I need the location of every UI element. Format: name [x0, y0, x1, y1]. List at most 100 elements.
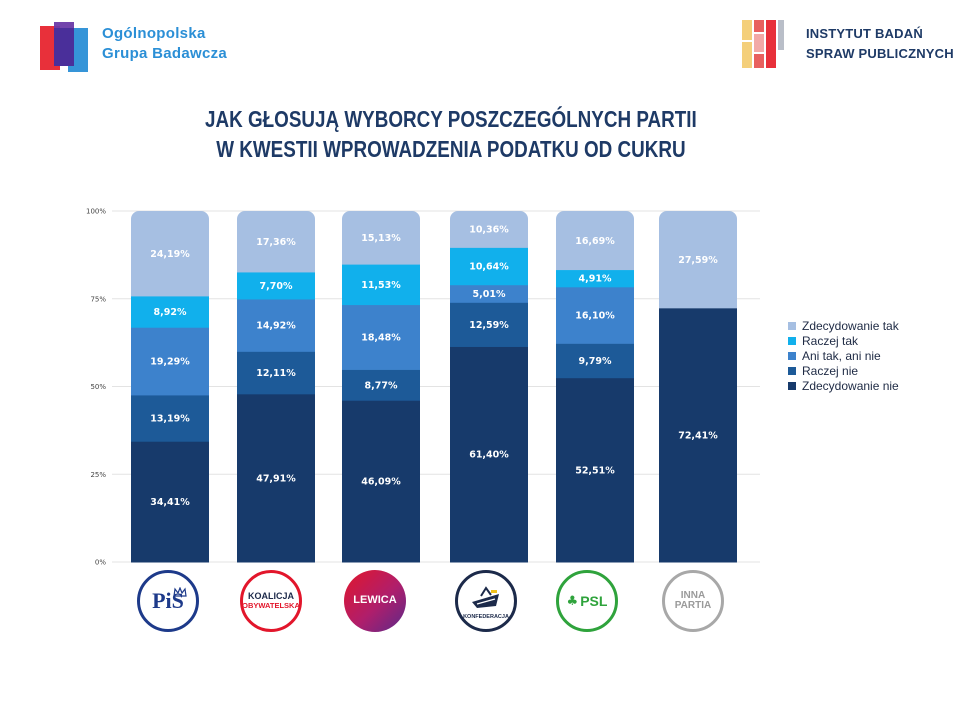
legend-item: Zdecydowanie tak	[788, 318, 899, 333]
bar-segment	[450, 346, 528, 563]
legend-item: Raczej nie	[788, 363, 899, 378]
legend-label: Raczej nie	[802, 363, 859, 378]
data-label: 12,11%	[256, 368, 296, 379]
party-logo-ko-line1: KOALICJA	[247, 591, 294, 602]
legend-item: Zdecydowanie nie	[788, 378, 899, 393]
bar-segment	[237, 271, 315, 300]
data-label: 15,13%	[361, 233, 401, 244]
legend-swatch	[788, 336, 796, 345]
party-logo-psl: ♣ PSL	[556, 570, 618, 632]
chart-title-line2: W KWESTII WPROWADZENIA PODATKU OD CUKRU	[216, 136, 686, 162]
bar-segment	[450, 284, 528, 303]
bar-segment	[556, 343, 634, 379]
data-label: 7,70%	[260, 281, 293, 292]
y-tick-label: 25%	[90, 471, 106, 479]
legend-swatch	[788, 366, 796, 375]
data-label: 4,91%	[579, 274, 612, 285]
bar-group	[342, 211, 420, 563]
data-label: 14,92%	[256, 321, 296, 332]
legend-label: Zdecydowanie tak	[802, 318, 899, 333]
data-label: 17,36%	[256, 237, 296, 248]
data-label: 47,91%	[256, 473, 296, 484]
bar-segment	[131, 441, 209, 563]
data-label: 16,69%	[575, 236, 615, 247]
bar-segment	[342, 369, 420, 401]
data-label: 16,10%	[575, 311, 615, 322]
party-logo-konfederacja-text: KONFEDERACJA	[463, 614, 509, 620]
legend-swatch	[788, 321, 796, 330]
bar-group	[659, 211, 737, 563]
data-label: 72,41%	[678, 430, 718, 441]
data-label: 46,09%	[361, 477, 401, 488]
bar-group	[131, 211, 209, 563]
isp-logo: INSTYTUT BADAŃ SPRAW PUBLICZNYCH	[742, 20, 954, 72]
bar-segment	[342, 400, 420, 563]
bar-segment	[342, 264, 420, 306]
data-label: 24,19%	[150, 249, 190, 260]
party-logo-ko-line2: OBYWATELSKA	[242, 600, 300, 610]
bar-segment	[659, 211, 737, 309]
bar-segment	[237, 351, 315, 395]
bar-base	[556, 556, 634, 562]
bar-segment	[556, 211, 634, 271]
data-label: 10,64%	[469, 262, 509, 273]
bar-segment	[556, 377, 634, 563]
bar-segment	[131, 327, 209, 396]
party-logo-pis: PiS	[137, 570, 199, 632]
isp-logo-mark-icon	[742, 20, 784, 68]
bar-segment	[342, 211, 420, 265]
bar-base	[131, 556, 209, 562]
legend-swatch	[788, 381, 796, 390]
y-tick-label: 0%	[95, 559, 106, 567]
party-logo-lewica: LEWICA	[344, 570, 406, 632]
party-logo-inna-line2: PARTIA	[674, 600, 712, 611]
data-label: 8,77%	[365, 380, 398, 391]
data-label: 10,36%	[469, 225, 509, 236]
legend-label: Ani tak, ani nie	[802, 348, 881, 363]
pis-crown-icon	[173, 582, 187, 601]
party-logo-lewica-text: LEWICA	[353, 594, 397, 607]
party-logo-inna-line1: INNA	[680, 589, 706, 601]
y-tick-label: 75%	[90, 295, 106, 303]
ogb-logo: Ogólnopolska Grupa Badawcza	[40, 22, 260, 78]
data-label: 27,59%	[678, 255, 718, 266]
bar-segment	[237, 393, 315, 563]
chart-legend: Zdecydowanie tak Raczej tak Ani tak, ani n…	[788, 318, 899, 393]
bar-segment	[237, 298, 315, 352]
bar-segment	[131, 295, 209, 328]
konfederacja-ship-icon	[469, 586, 503, 616]
data-label: 61,40%	[469, 450, 509, 461]
data-label: 19,29%	[150, 357, 190, 368]
bar-segment	[659, 307, 737, 563]
bar-group	[237, 211, 315, 563]
bar-segment	[556, 286, 634, 344]
legend-label: Raczej tak	[802, 333, 859, 348]
bar-segment	[342, 304, 420, 370]
bar-segment	[237, 211, 315, 273]
bar-base	[237, 556, 315, 562]
party-logo-psl-text: PSL	[580, 592, 608, 609]
bar-segment	[556, 269, 634, 288]
data-label: 8,92%	[154, 307, 187, 318]
party-logo-inna: INNA PARTIA	[662, 570, 724, 632]
isp-logo-line1: INSTYTUT BADAŃ	[806, 26, 923, 41]
bar-segment	[450, 302, 528, 347]
bar-base	[659, 556, 737, 562]
data-label: 5,01%	[473, 289, 506, 300]
bar-segment	[131, 211, 209, 297]
ogb-logo-line1: Ogólnopolska	[102, 25, 206, 42]
bar-segment	[450, 211, 528, 248]
data-label: 52,51%	[575, 465, 615, 476]
bar-base	[342, 556, 420, 562]
party-logo-ko: KOALICJA OBYWATELSKA	[240, 570, 302, 632]
ogb-logo-line2: Grupa Badawcza	[102, 45, 228, 62]
chart-title-line1: JAK GŁOSUJĄ WYBORCY POSZCZEGÓLNYCH PARTI…	[204, 106, 697, 132]
legend-item: Ani tak, ani nie	[788, 348, 899, 363]
isp-logo-line2: SPRAW PUBLICZNYCH	[806, 46, 954, 61]
bar-base	[450, 556, 528, 562]
legend-label: Zdecydowanie nie	[802, 378, 899, 393]
bar-group	[450, 211, 528, 563]
bar-segment	[131, 394, 209, 442]
